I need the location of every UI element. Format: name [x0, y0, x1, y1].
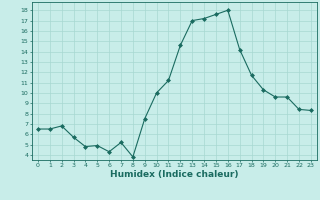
- X-axis label: Humidex (Indice chaleur): Humidex (Indice chaleur): [110, 170, 239, 179]
